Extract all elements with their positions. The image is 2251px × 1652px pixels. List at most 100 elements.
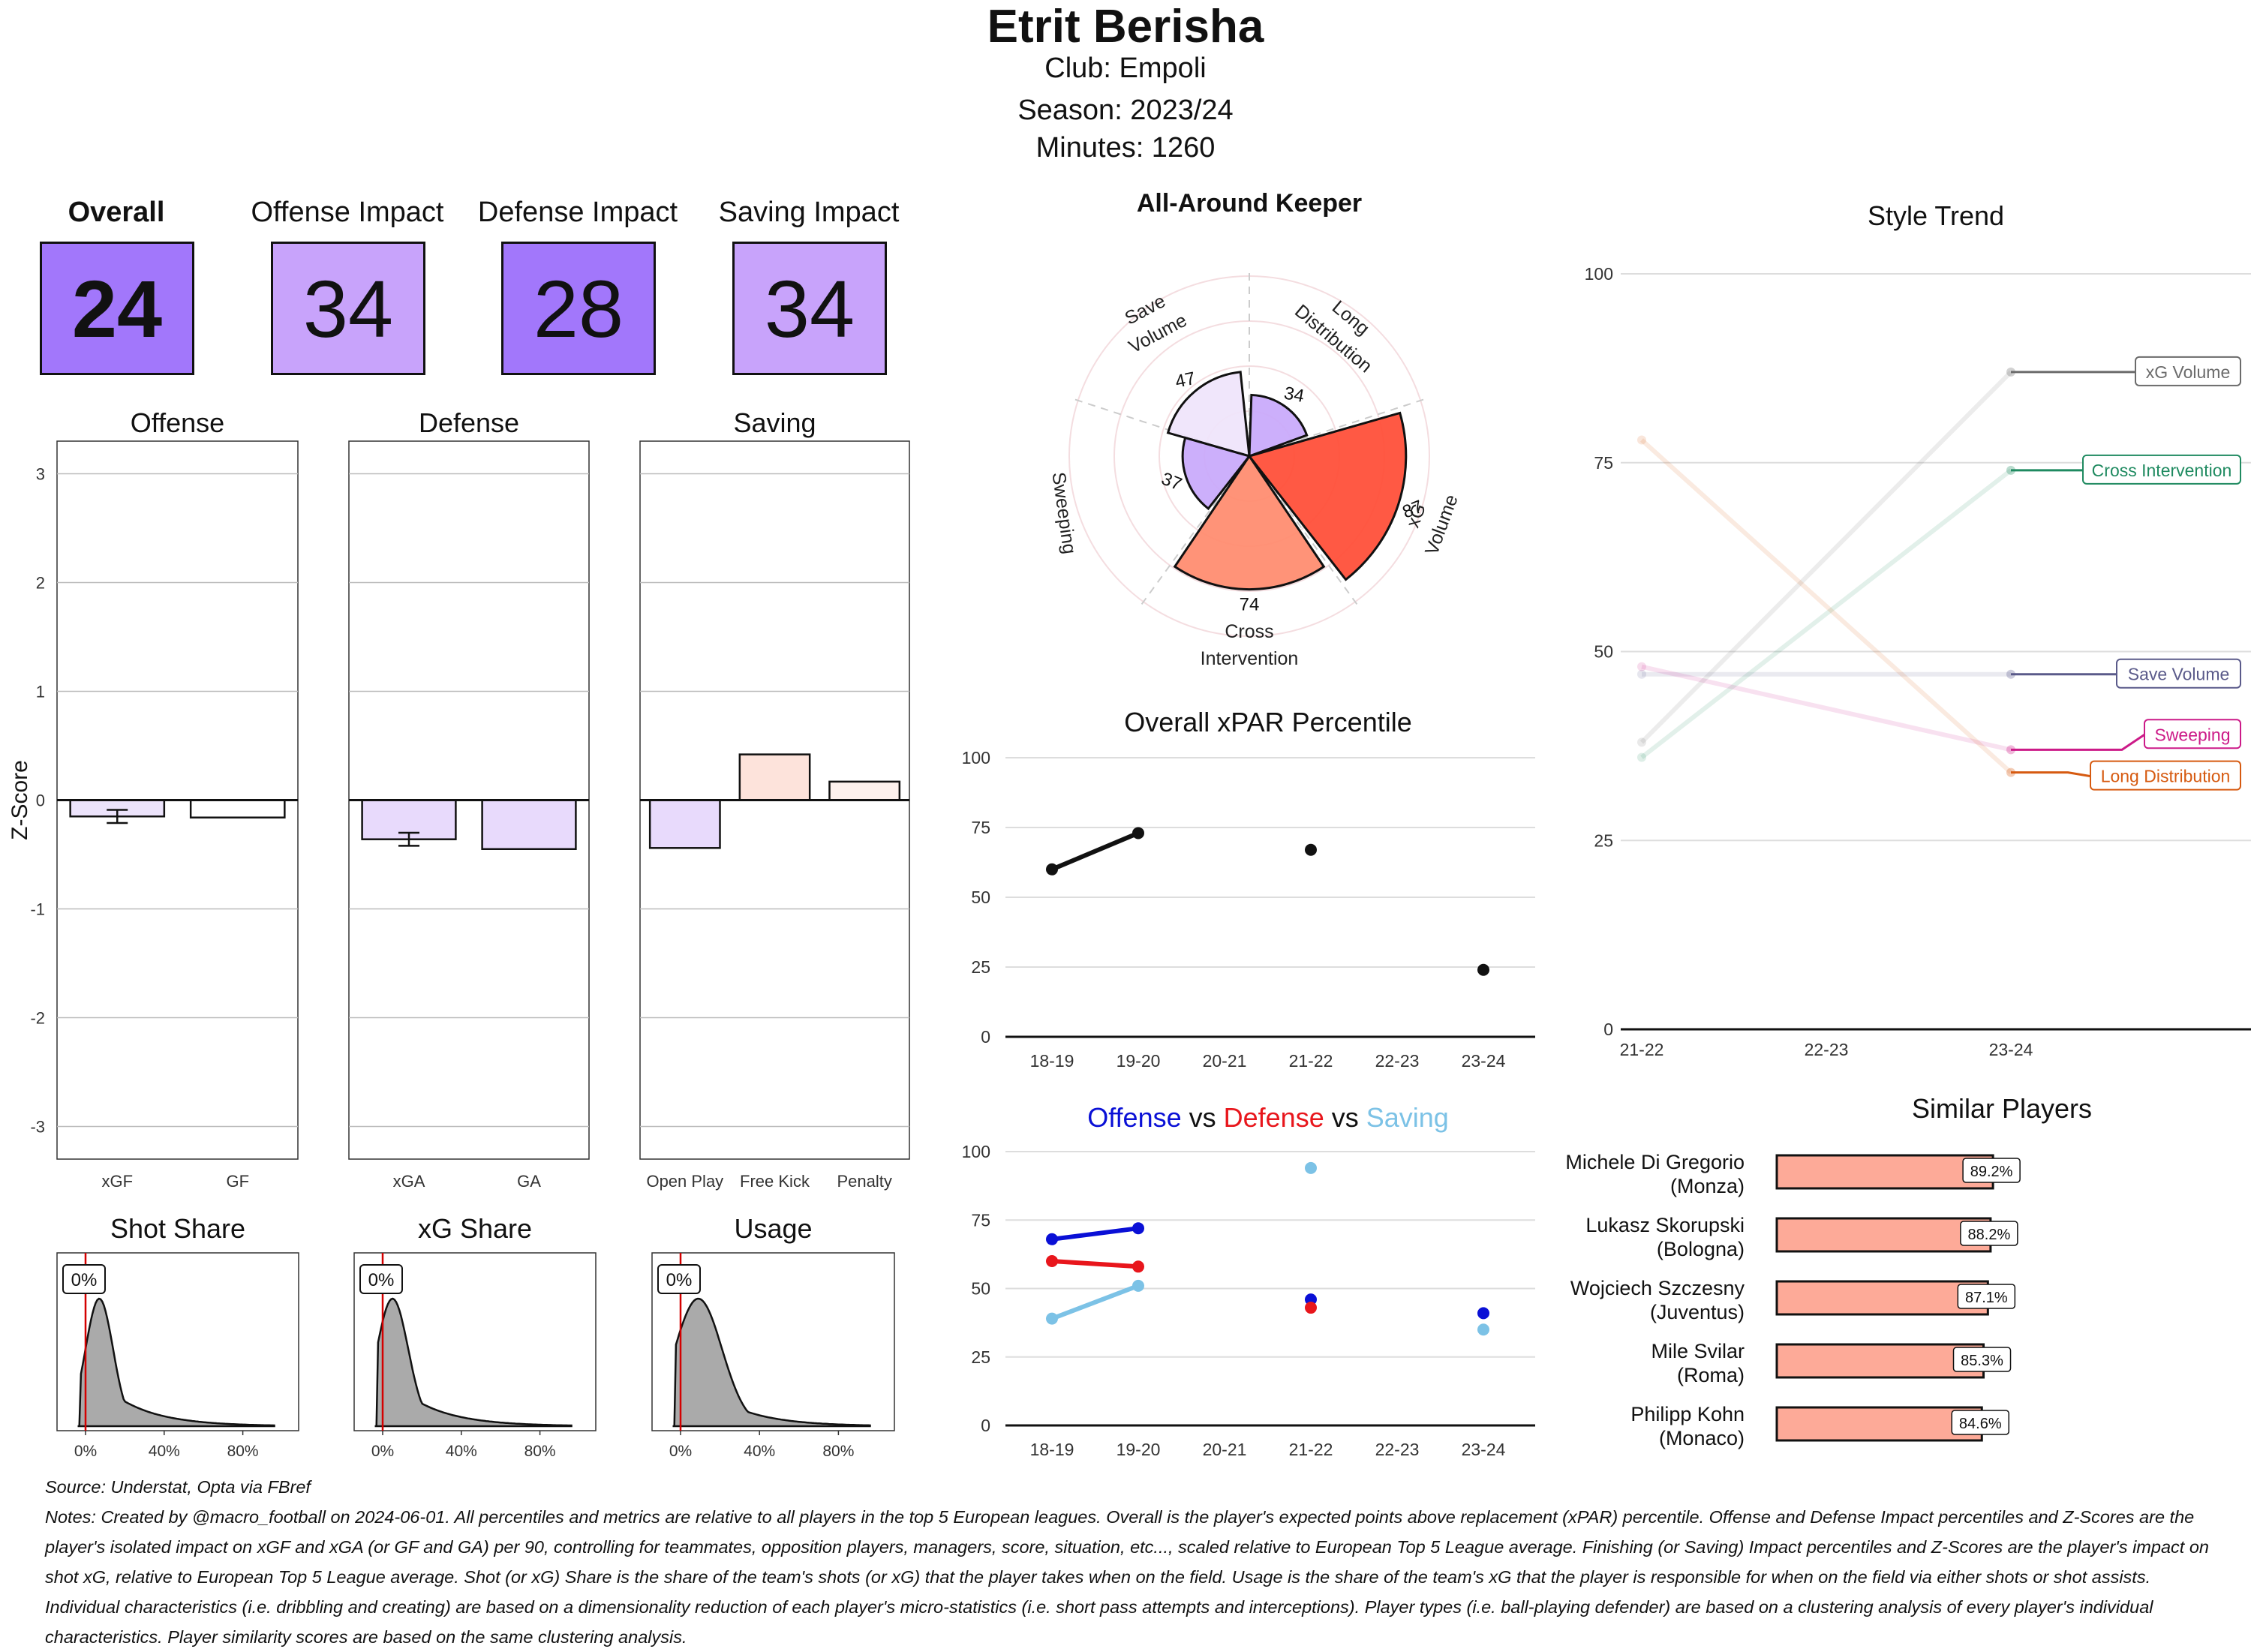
kpi-label-2: Defense Impact [477,197,678,228]
xpar-point [1305,843,1317,856]
radar-title: All-Around Keeper [1137,189,1362,218]
style-point-start [1637,669,1646,679]
similar-name: Mile Svilar [1651,1340,1745,1362]
dist-label: 0% [71,1270,98,1290]
ovs-title: Offense vs Defense vs Saving [1087,1102,1449,1133]
dist-label: 0% [666,1270,693,1290]
ovs-point [1305,1161,1317,1174]
zscore-tick: 2 [36,574,45,593]
x-tick: 18-19 [1030,1051,1074,1071]
y-tick: 50 [971,888,990,907]
radar-wedge [1248,393,1309,458]
x-tick: 23-24 [1989,1040,2033,1059]
kpi-label-1: Offense Impact [251,197,444,228]
ovs-point [1046,1233,1058,1245]
y-tick: 50 [971,1279,990,1299]
kpi-value-1: 34 [271,242,425,375]
style-leader [2011,771,2091,778]
ovs-point [1132,1260,1144,1273]
similar-value: 85.3% [1961,1353,2003,1369]
radar-axis-label: LongDistribution [1291,280,1393,377]
similar-name: Wojciech Szczesny [1570,1277,1745,1299]
similar-club: (Monaco) [1659,1427,1745,1449]
radar-value: 74 [1240,595,1260,615]
xpar-point [1046,863,1058,876]
zscore-tick: 1 [36,683,45,701]
ovs-point [1477,1307,1489,1320]
similar-value: 89.2% [1970,1164,2013,1180]
dist-density [374,1297,573,1428]
x-tick: 19-20 [1116,1051,1161,1071]
zscore-category: GA [517,1172,541,1191]
ovs-point [1132,1279,1144,1292]
radar-axis-label: SaveVolume [1113,286,1191,358]
x-tick: 20-21 [1203,1440,1247,1459]
kpi-label-3: Saving Impact [718,197,900,228]
style-fade-line [1641,664,2012,752]
kpi-value-0: 24 [40,242,194,375]
dist-tick: 40% [149,1443,180,1460]
style-point-start [1637,737,1646,747]
style-tag-box [2082,454,2241,485]
x-tick: 23-24 [1462,1440,1506,1459]
zscore-tick: 3 [36,465,45,484]
dist-tick: 40% [744,1443,775,1460]
radar-axis-label: Cross Intervention [1201,621,1299,669]
style-tag: Sweeping [2154,725,2230,744]
style-fade-line [1639,370,2013,744]
xpar-point [1477,963,1489,976]
ovs-point [1046,1255,1058,1267]
dist-label-box [62,1264,106,1294]
radar-value: 37 [1159,469,1185,495]
zscore-tick: -2 [30,1009,45,1028]
player-name: Etrit Berisha [987,1,1264,53]
dist-title: Shot Share [110,1213,245,1244]
style-fade-line [1639,438,2013,774]
ovs-line [1051,1226,1139,1242]
dist-label-box [657,1264,701,1294]
dist-density [672,1297,871,1428]
style-tag: Cross Intervention [2092,461,2232,480]
dist-tick: 0% [371,1443,394,1460]
y-tick: 25 [971,1347,990,1367]
y-tick: 100 [1585,264,1613,284]
zscore-category: xGA [393,1172,425,1191]
zscore-panel-title: Offense [131,407,224,438]
zscore-category: GF [226,1172,249,1191]
similar-label-box [1951,1410,2010,1435]
dist-title: Usage [734,1213,812,1244]
y-tick: 0 [1603,1020,1613,1039]
radar-wedge [1173,454,1326,591]
dist-tick: 80% [524,1443,556,1460]
source-text: Source: Understat, Opta via FBref [45,1477,311,1497]
dist-tick: 0% [669,1443,692,1460]
dist-tick: 0% [74,1443,97,1460]
ovs-line [1051,1259,1139,1269]
style-tag-box [2090,760,2241,791]
similar-value: 84.6% [1959,1416,2002,1432]
ovs-point [1305,1293,1317,1306]
dist-tick: 80% [822,1443,854,1460]
y-tick: 50 [1594,642,1613,662]
similar-name: Lukasz Skorupski [1585,1214,1745,1236]
dist-frame [651,1252,895,1431]
similar-bar [1775,1343,1985,1379]
kpi-label-0: Overall [68,197,165,228]
y-tick: 75 [971,818,990,837]
x-tick: 22-23 [1375,1051,1420,1071]
x-tick: 22-23 [1805,1040,1849,1059]
zscore-ylabel: Z-Score [8,760,32,840]
dist-density [77,1297,275,1428]
similar-club: (Bologna) [1657,1238,1745,1260]
dist-title: xG Share [418,1213,532,1244]
similar-bar [1775,1406,1983,1442]
similar-label-box [1952,1347,2012,1372]
similar-bar [1775,1217,1992,1253]
ovs-point [1132,1222,1144,1235]
radar-wedge [1247,411,1408,581]
style-tag: Long Distribution [2101,767,2231,786]
season-label: Season: 2023/24 [1017,95,1234,126]
club-label: Club: Empoli [1044,53,1207,84]
similar-bar [1775,1154,1994,1190]
